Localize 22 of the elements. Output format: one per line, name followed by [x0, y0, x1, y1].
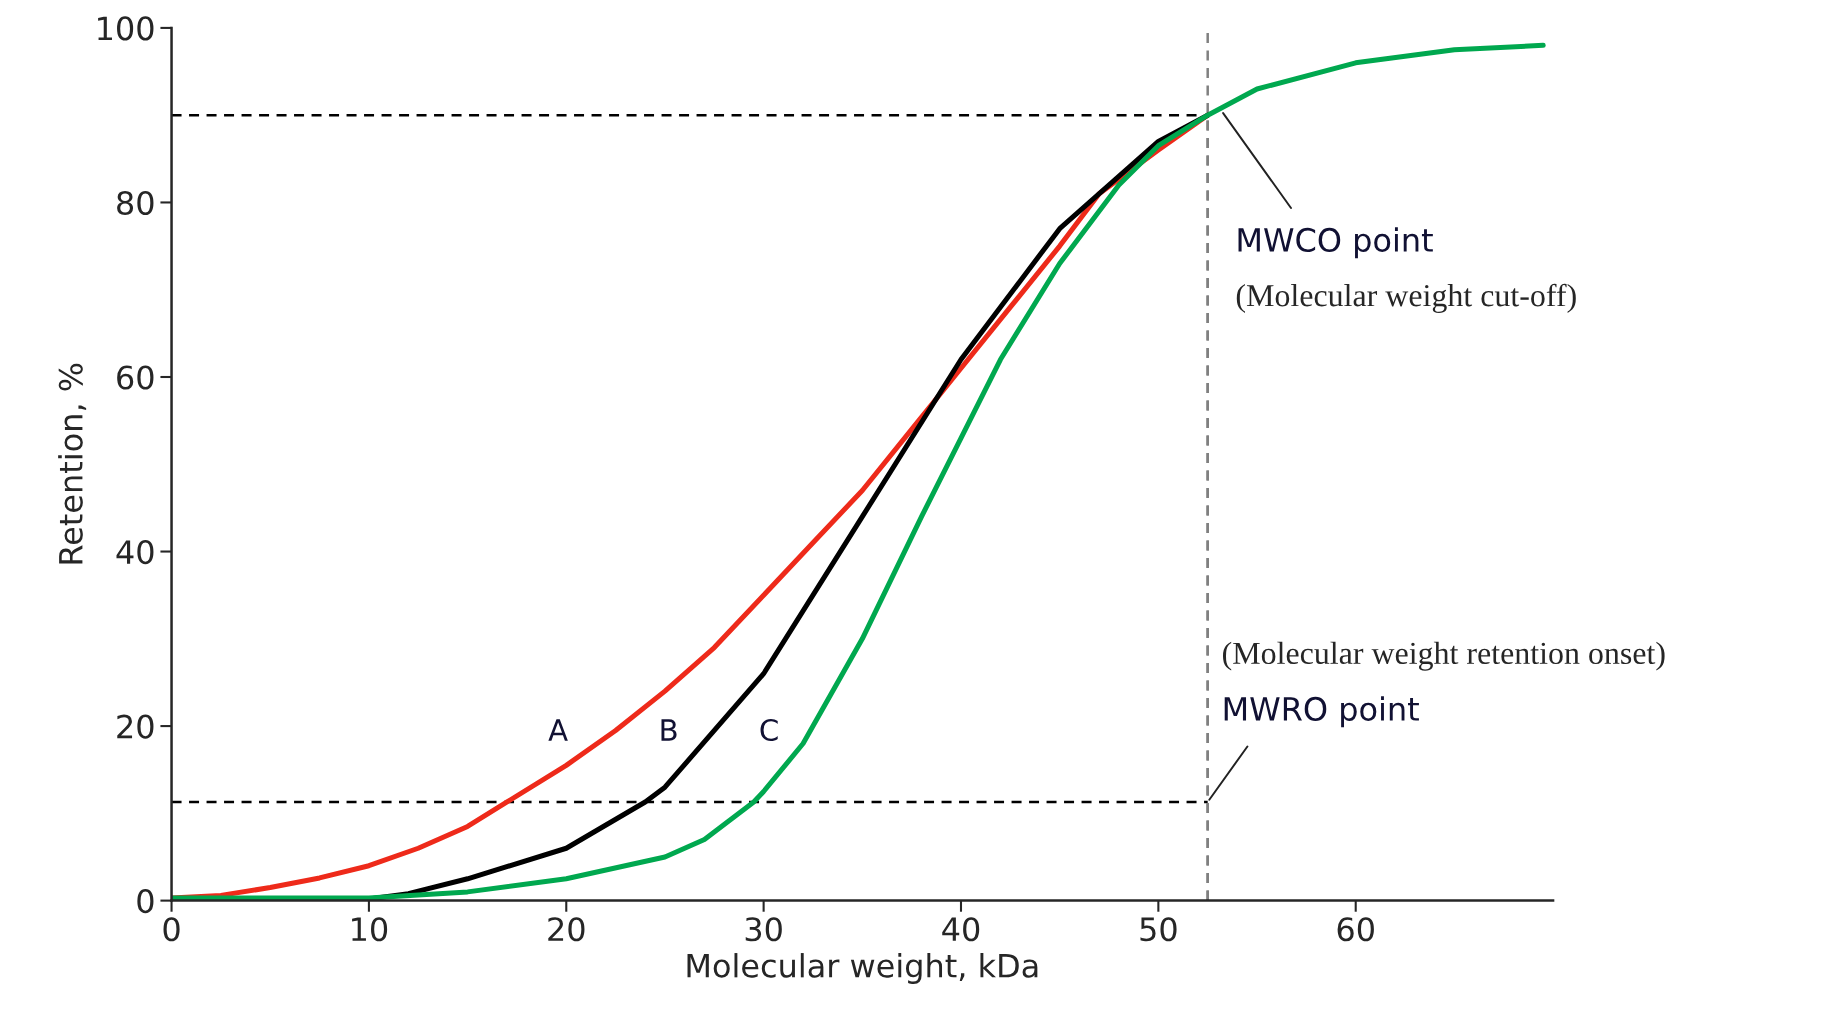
y-tick-label: 80 [117, 190, 154, 216]
y-tick-label: 40 [116, 539, 154, 565]
annotation: (Molecular weight retention onset) [1222, 641, 1665, 671]
x-tick-label: 50 [1140, 917, 1177, 942]
y-tick-label: 20 [117, 714, 154, 739]
x-tick-label: 40 [942, 917, 980, 942]
x-tick-label: 60 [1337, 917, 1374, 942]
x-tick-label: 30 [745, 917, 782, 942]
y-axis-title: Retention, % [58, 363, 87, 564]
y-tick-label: 100 [98, 16, 154, 41]
annotation: (Molecular weight cut-off) [1236, 283, 1576, 314]
series-label: A [548, 719, 568, 741]
x-tick-label: 20 [548, 917, 585, 942]
series-label: C [760, 718, 778, 742]
series-label: B [661, 719, 677, 741]
y-tick-label: 60 [117, 365, 154, 390]
annotation: MWRO point [1224, 696, 1419, 728]
y-tick-label: 0 [137, 889, 154, 914]
x-tick-label: 0 [163, 917, 180, 942]
x-axis-title: Molecular weight, kDa [687, 953, 1038, 984]
x-tick-label: 10 [352, 917, 388, 942]
annotation: MWCO point [1238, 227, 1433, 259]
